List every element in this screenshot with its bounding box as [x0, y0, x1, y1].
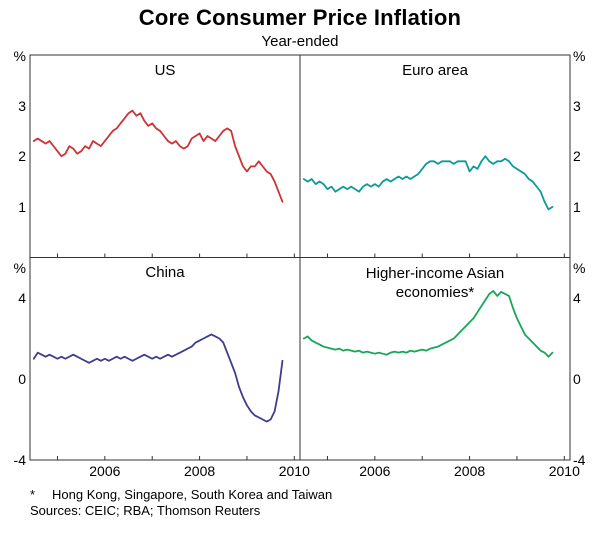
y-tick-label-right: 0 — [573, 371, 581, 387]
y-tick-label-left: 3 — [18, 97, 26, 114]
y-axis-unit-left: % — [13, 259, 26, 276]
y-tick-label-left: 4 — [18, 290, 26, 306]
chart-title: Core Consumer Price Inflation — [138, 5, 462, 30]
chart-subtitle: Year-ended — [261, 33, 339, 50]
x-tick-label: 2006 — [359, 463, 391, 479]
china-series-line — [32, 333, 284, 423]
panel-title-euro-area: Euro area — [402, 62, 468, 79]
panel-title-line-1: Higher-income Asian — [365, 265, 505, 282]
footnote-marker: * — [30, 487, 36, 502]
x-tick-label: 2008 — [184, 463, 216, 479]
panel-title-higher-income-asia: Higher-income Asian economies* — [300, 264, 570, 302]
y-tick-label-right: 4 — [573, 290, 581, 306]
y-tick-label-right: 2 — [573, 148, 581, 165]
y-axis-unit-right: % — [573, 259, 586, 276]
x-tick-label: 2008 — [454, 463, 486, 479]
panel-title-line-2: economies* — [395, 284, 475, 301]
sources-line: Sources: CEIC; RBA; Thomson Reuters — [30, 503, 261, 518]
panel-title-us: US — [154, 62, 176, 79]
footnote: * Hong Kong, Singapore, South Korea and T… — [30, 487, 332, 502]
y-tick-label-left: 0 — [18, 371, 26, 387]
y-tick-label-right: 1 — [573, 198, 581, 215]
y-tick-label-left: 2 — [18, 148, 26, 165]
y-tick-label-right: 3 — [573, 97, 581, 114]
y-axis-unit-right: % — [573, 48, 586, 64]
y-axis-unit-left: % — [13, 48, 26, 64]
x-tick-label: 2010 — [278, 463, 310, 479]
panel-title-china: China — [145, 264, 185, 281]
footnote-text: Hong Kong, Singapore, South Korea and Ta… — [52, 487, 333, 502]
x-tick-label: 2010 — [548, 463, 580, 479]
x-tick-label: 2006 — [89, 463, 121, 479]
y-tick-label-left: 1 — [18, 198, 26, 215]
y-tick-label-left: -4 — [13, 452, 26, 468]
euro-area-series-line — [302, 155, 554, 211]
higher-income-asia-series-line — [302, 290, 554, 358]
y-tick-label-right: -4 — [573, 452, 586, 468]
us-series-line — [32, 109, 284, 203]
